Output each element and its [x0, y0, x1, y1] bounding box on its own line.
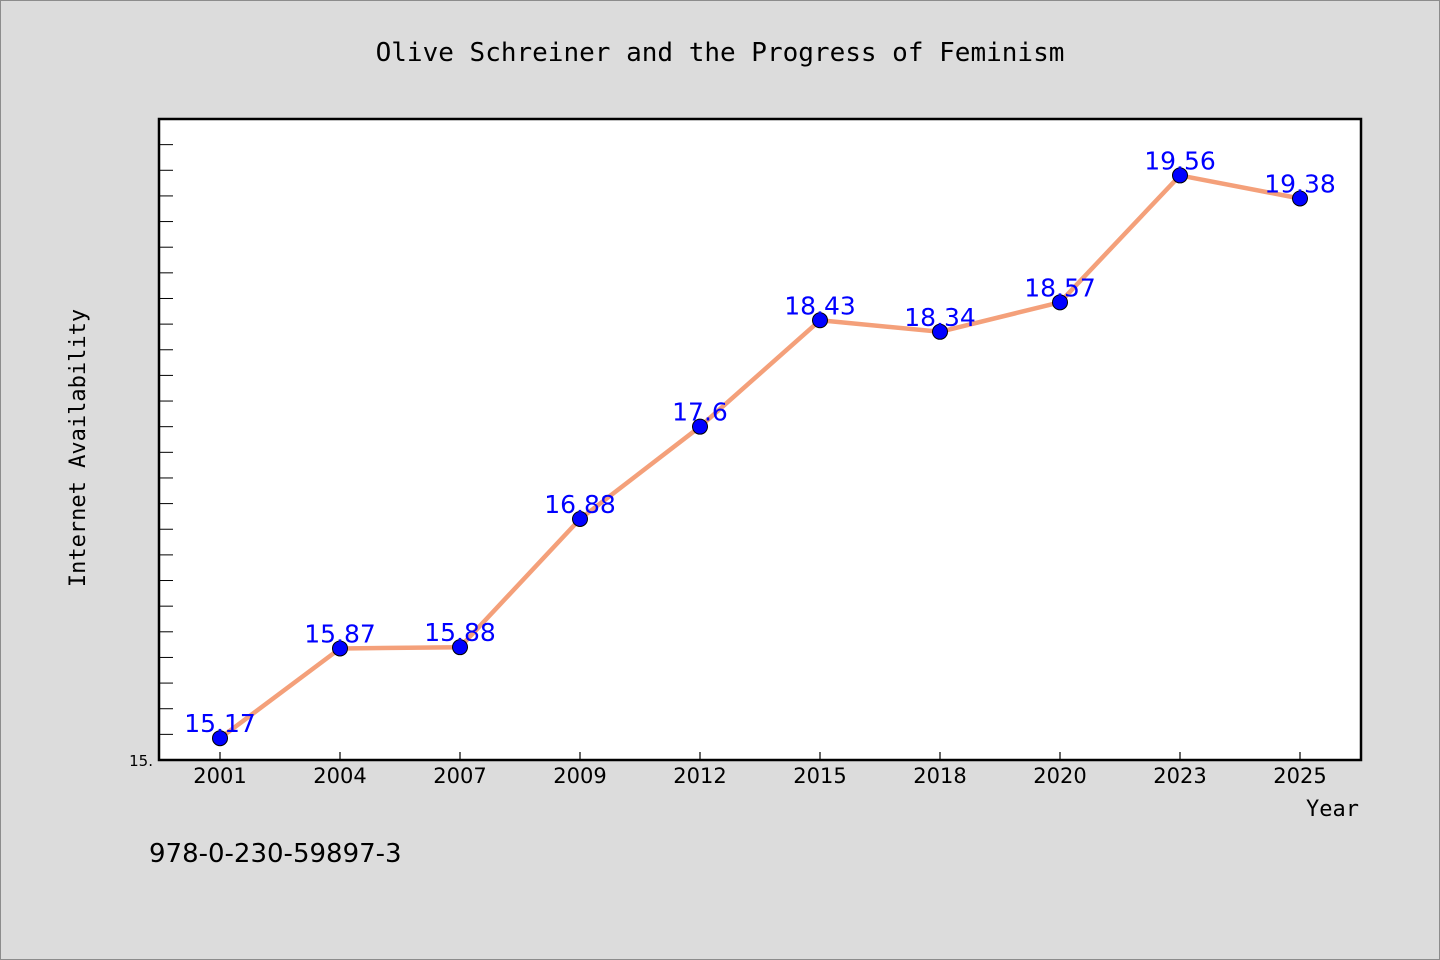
chart-title: Olive Schreiner and the Progress of Femi…: [376, 38, 1065, 68]
series-markers: [212, 167, 1308, 747]
data-label: 17.6: [672, 398, 728, 427]
x-tick-label: 2001: [193, 764, 246, 788]
x-axis-tick-labels: 2001 2004 2007 2009 2012 2015 2018 2020 2023 2025: [193, 764, 1326, 788]
data-point: [1172, 167, 1188, 184]
data-point: [212, 730, 228, 747]
y-axis-minor-ticks: [159, 118, 173, 761]
x-tick-label: 2012: [673, 764, 726, 788]
isbn-footer: 978-0-230-59897-3: [149, 839, 402, 869]
y-tick-label: 15.: [129, 752, 153, 770]
x-tick-label: 2015: [793, 764, 846, 788]
data-labels: 15.17 15.87 15.88 16.88 17.6 18.43 18.34 18.57 1…: [184, 146, 1336, 738]
x-tick-label: 2004: [313, 764, 366, 788]
data-label: 19.56: [1144, 146, 1216, 175]
x-tick-label: 2023: [1153, 764, 1206, 788]
data-point: [932, 323, 948, 340]
x-tick-label: 2007: [433, 764, 486, 788]
x-axis-title: Year: [1306, 797, 1359, 822]
data-point: [1052, 294, 1068, 311]
data-point: [1292, 190, 1308, 207]
series-line: [217, 173, 1303, 741]
data-label: 18.34: [904, 303, 976, 332]
x-tick-label: 2020: [1033, 764, 1086, 788]
data-point: [452, 639, 468, 656]
data-label: 15.17: [184, 709, 256, 738]
x-tick-label: 2025: [1273, 764, 1326, 788]
data-point: [692, 418, 708, 435]
x-tick-label: 2009: [553, 764, 606, 788]
x-tick-label: 2018: [913, 764, 966, 788]
data-point: [572, 510, 588, 527]
plot-area: [157, 117, 1363, 762]
y-axis-title: Internet Availability: [66, 309, 91, 587]
data-label: 15.87: [304, 619, 376, 648]
data-point: [812, 312, 828, 329]
data-label: 16.88: [544, 490, 616, 519]
data-label: 18.57: [1024, 273, 1096, 302]
data-label: 19.38: [1264, 169, 1336, 198]
x-axis-ticks: [219, 752, 1301, 760]
data-label: 18.43: [784, 291, 856, 320]
data-label: 15.88: [424, 618, 496, 647]
data-point: [332, 640, 348, 657]
